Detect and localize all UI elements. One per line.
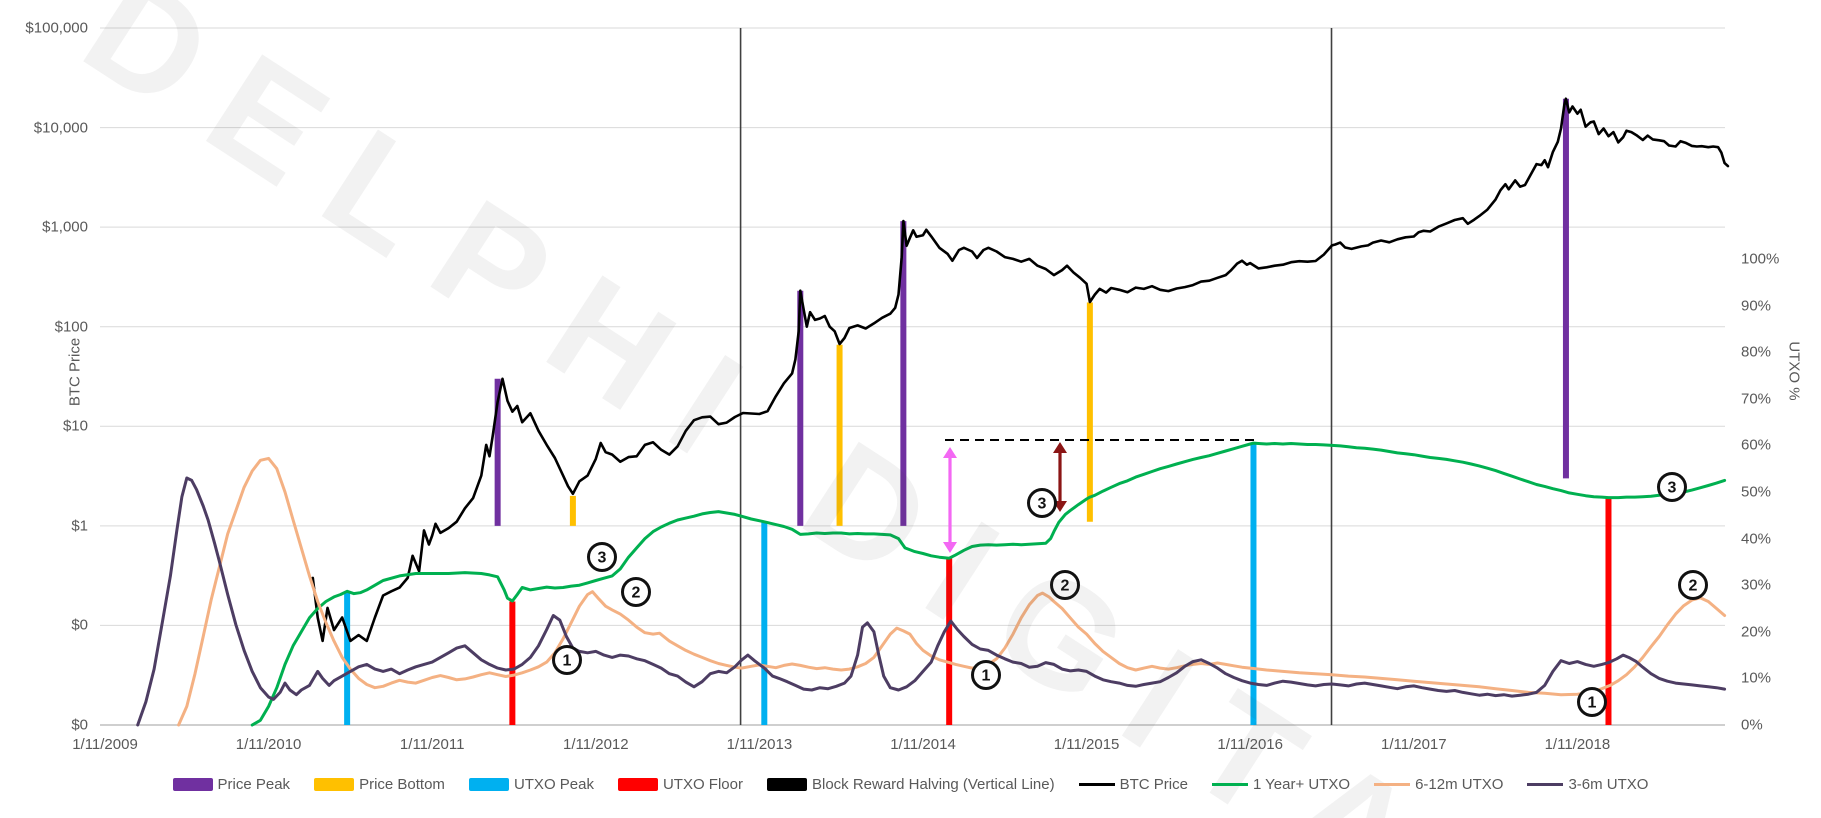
legend-swatch-icon	[1374, 783, 1411, 786]
right-tick-label: 10%	[1741, 669, 1772, 687]
legend-item-utxo-floor: UTXO Floor	[617, 776, 743, 793]
x-tick-label: 1/11/2010	[235, 736, 302, 753]
stage-number: 1	[982, 668, 991, 685]
right-tick-label: 50%	[1741, 483, 1772, 501]
stage-number: 2	[1061, 578, 1070, 595]
series-1-year-utxo	[250, 441, 1727, 727]
legend-swatch-icon	[1211, 783, 1248, 786]
left-tick-label: $0	[71, 716, 88, 734]
stage-circle	[1678, 570, 1708, 600]
x-tick-label: 1/11/2017	[1380, 736, 1447, 753]
legend-item-6-12m-utxo: 6-12m UTXO	[1374, 776, 1503, 793]
right-axis-title: UTXO %	[1785, 341, 1803, 401]
legend-item-block-reward-halving-vertical-line-: Block Reward Halving (Vertical Line)	[766, 776, 1055, 793]
stage-number: 1	[1588, 695, 1597, 712]
legend-label: 1 Year+ UTXO	[1252, 776, 1351, 793]
left-tick-label: $10	[62, 417, 88, 435]
legend-item-utxo-peak: UTXO Peak	[468, 776, 594, 793]
legend-label: Price Peak	[217, 776, 291, 793]
legend-item-1-year-utxo: 1 Year+ UTXO	[1211, 776, 1351, 793]
series-btc-price	[311, 97, 1730, 643]
stage-number: 2	[632, 585, 641, 602]
x-tick-label: 1/11/2009	[72, 736, 138, 753]
right-tick-label: 40%	[1741, 530, 1772, 548]
legend-item-3-6m-utxo: 3-6m UTXO	[1527, 776, 1648, 793]
x-tick-label: 1/11/2014	[890, 736, 956, 753]
x-tick-label: 1/11/2016	[1217, 736, 1283, 753]
right-tick-label: 100%	[1741, 250, 1780, 268]
left-tick-label: $1	[71, 517, 88, 535]
stage-circle	[1657, 472, 1687, 502]
stage-number: 1	[563, 653, 572, 670]
x-tick-label: 1/11/2011	[399, 736, 465, 753]
x-tick-label: 1/11/2018	[1544, 736, 1611, 753]
x-tick-label: 1/11/2012	[562, 736, 629, 753]
legend-label: 3-6m UTXO	[1568, 776, 1649, 793]
stage-circle	[1027, 488, 1057, 518]
right-tick-label: 90%	[1741, 297, 1772, 315]
legend-swatch-icon	[617, 778, 658, 791]
stage-circle	[1577, 687, 1607, 717]
stage-circle	[1050, 570, 1080, 600]
legend-item-price-peak: Price Peak	[172, 776, 291, 793]
legend-swatch-icon	[766, 778, 807, 791]
left-tick-label: $1,000	[42, 218, 88, 236]
legend-swatch-icon	[1078, 783, 1115, 786]
stage-number: 3	[1668, 480, 1677, 497]
right-tick-label: 30%	[1741, 576, 1772, 594]
stage-number: 3	[1038, 496, 1047, 513]
legend-label: UTXO Peak	[513, 776, 594, 793]
x-tick-label: 1/11/2013	[726, 736, 793, 753]
legend-swatch-icon	[172, 778, 213, 791]
legend-item-price-bottom: Price Bottom	[314, 776, 445, 793]
stage-number: 2	[1689, 578, 1698, 595]
arrowhead-down-icon	[943, 542, 957, 553]
legend-label: Price Bottom	[359, 776, 445, 793]
right-tick-label: 70%	[1741, 390, 1772, 408]
legend-label: BTC Price	[1119, 776, 1188, 793]
legend-label: 6-12m UTXO	[1415, 776, 1504, 793]
arrowhead-up-icon	[1053, 442, 1067, 453]
left-tick-label: $10,000	[33, 119, 88, 137]
legend-swatch-icon	[1527, 783, 1564, 786]
right-tick-label: 20%	[1741, 623, 1772, 641]
arrowhead-up-icon	[943, 447, 957, 458]
left-tick-label: $0	[71, 616, 88, 634]
chart-legend: Price Peak Price Bottom UTXO Peak UTXO Floo…	[0, 776, 1821, 793]
stage-circle	[587, 542, 617, 572]
right-tick-label: 80%	[1741, 343, 1772, 361]
stage-circle	[621, 577, 651, 607]
right-tick-label: 60%	[1741, 436, 1772, 454]
stage-number: 3	[598, 550, 607, 567]
series-6-12m-utxo	[177, 456, 1727, 727]
legend-item-btc-price: BTC Price	[1078, 776, 1188, 793]
legend-label: Block Reward Halving (Vertical Line)	[811, 776, 1055, 793]
x-tick-label: 1/11/2015	[1053, 736, 1120, 753]
series-3-6m-utxo	[136, 476, 1727, 727]
legend-label: UTXO Floor	[662, 776, 743, 793]
left-axis-title: BTC Price	[66, 337, 84, 407]
stage-circle	[552, 645, 582, 675]
stage-circle	[971, 660, 1001, 690]
left-tick-label: $100,000	[25, 19, 88, 37]
left-tick-label: $100	[54, 318, 88, 336]
legend-swatch-icon	[468, 778, 509, 791]
right-tick-label: 0%	[1741, 716, 1763, 734]
legend-swatch-icon	[314, 778, 355, 791]
